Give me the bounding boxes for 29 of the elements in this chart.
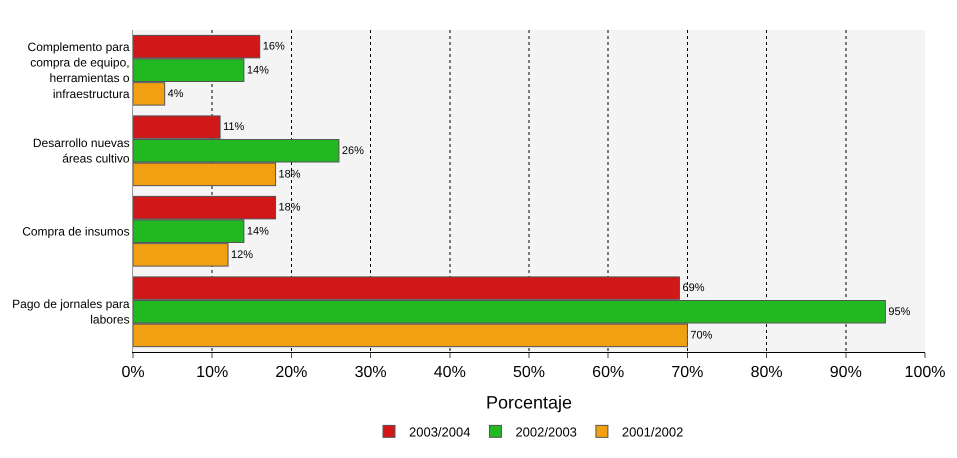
x-tick-label: 90% (830, 364, 862, 382)
x-axis-title: Porcentaje (486, 392, 572, 412)
x-tick-label: 70% (671, 364, 704, 382)
x-tick-label: 80% (750, 364, 783, 382)
data-label: 95% (888, 306, 911, 318)
x-tick-label: 20% (275, 364, 308, 382)
x-tick-label: 100% (904, 364, 946, 382)
y-tick-label: Desarrollo nuevas áreas cultivo (32, 136, 130, 166)
data-label: 26% (342, 144, 364, 157)
data-label: 4% (168, 88, 184, 100)
y-tick-label: Complemento para compra de equipo, herramientas o infraestructura (28, 40, 130, 101)
y-tick-label: Pago de jornales para labores (12, 297, 130, 327)
y-tick-label: Compra de insumos (22, 224, 130, 238)
data-label: 12% (231, 248, 254, 261)
data-label: 18% (278, 168, 301, 180)
legend-label: 2003/2004 (409, 424, 470, 440)
x-tick-label: 30% (354, 364, 387, 382)
x-tick-label: 0% (121, 364, 145, 382)
data-label: 14% (246, 225, 270, 238)
data-label: 16% (262, 40, 285, 53)
legend-label: 2001/2002 (622, 424, 684, 440)
x-tick-label: 40% (434, 364, 466, 382)
x-tick-label: 60% (592, 364, 624, 382)
legend-label: 2002/2003 (515, 424, 577, 440)
data-label: 70% (690, 329, 713, 342)
data-label: 11% (223, 121, 245, 134)
x-tick-label: 50% (512, 364, 546, 382)
data-label: 14% (246, 64, 270, 76)
x-tick-label: 10% (196, 364, 228, 382)
